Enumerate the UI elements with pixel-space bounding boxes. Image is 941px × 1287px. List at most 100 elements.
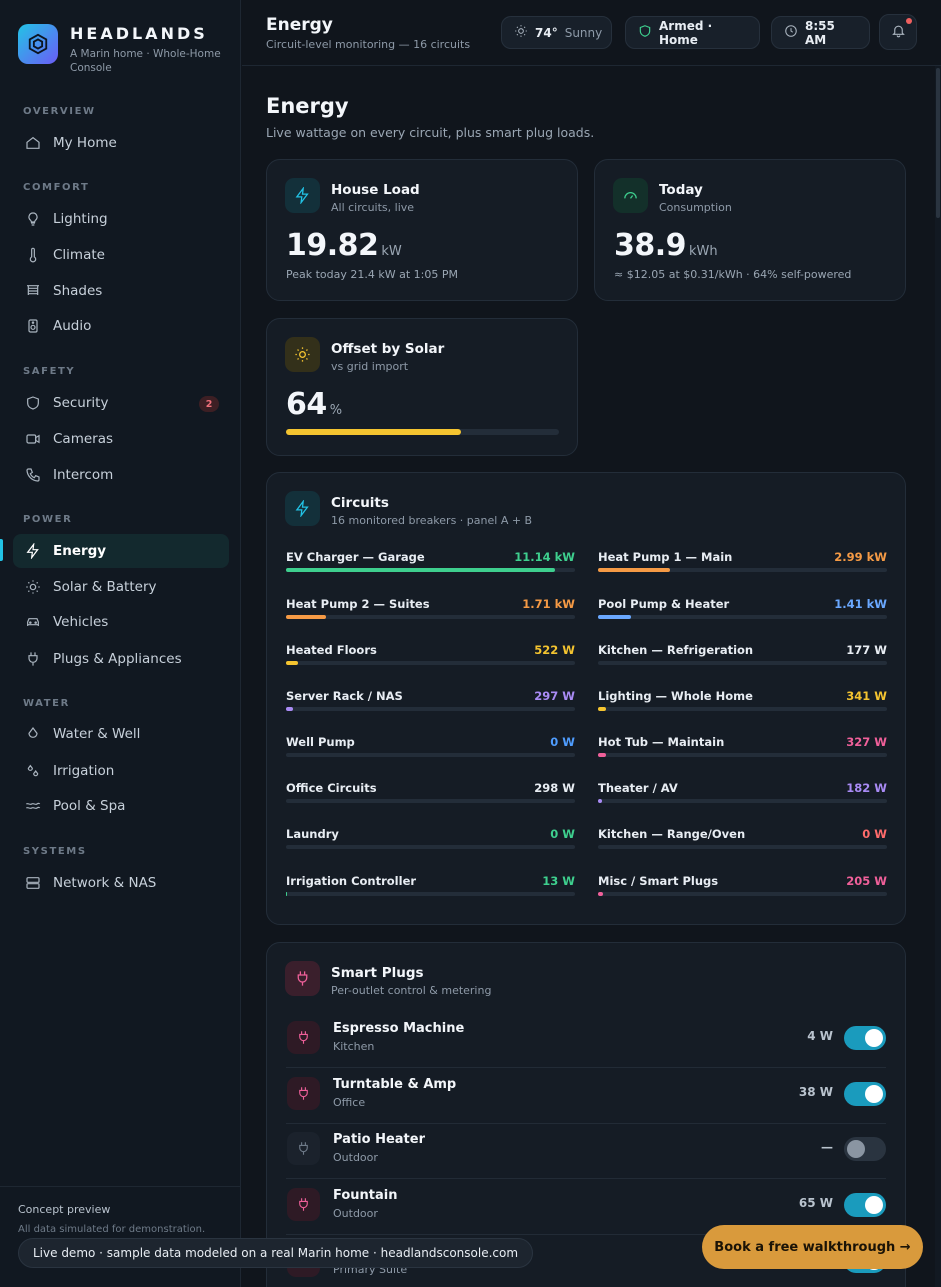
plug-power-toggle[interactable] — [844, 1137, 886, 1161]
circuit-load-bar — [598, 568, 887, 572]
today-subtitle: Consumption — [659, 201, 732, 214]
circuit-row[interactable]: Kitchen — Refrigeration 177 W — [598, 643, 887, 665]
nav-section-power: POWER — [23, 514, 73, 525]
circuit-row[interactable]: Heat Pump 2 — Suites 1.71 kW — [286, 597, 575, 619]
today-title: Today — [659, 182, 703, 198]
circuit-row[interactable]: EV Charger — Garage 11.14 kW — [286, 550, 575, 572]
circuit-row[interactable]: Irrigation Controller 13 W — [286, 874, 575, 896]
circuit-row[interactable]: Laundry 0 W — [286, 827, 575, 849]
plug-room: Outdoor — [333, 1151, 378, 1164]
circuit-name: Heated Floors — [286, 643, 377, 657]
nav-item-climate[interactable]: Climate — [13, 238, 229, 272]
alarm-status-pill[interactable]: Armed · Home — [625, 16, 760, 49]
nav-item-intercom[interactable]: Intercom — [13, 458, 229, 492]
nav-item-irrigation[interactable]: Irrigation — [13, 754, 229, 788]
solar-subtitle: vs grid import — [331, 360, 409, 373]
nav-item-water-well[interactable]: Water & Well — [13, 717, 229, 751]
circuit-name: Kitchen — Range/Oven — [598, 827, 746, 841]
plug-name: Turntable & Amp — [333, 1077, 457, 1092]
page-subtitle: Live wattage on every circuit, plus smar… — [266, 125, 595, 140]
circuit-load-bar — [598, 892, 887, 896]
circuit-row[interactable]: Heat Pump 1 — Main 2.99 kW — [598, 550, 887, 572]
plug-room: Kitchen — [333, 1040, 375, 1053]
plug-watts: 65 W — [798, 1196, 833, 1210]
smart-plug-row: Espresso Machine Kitchen 4 W — [286, 1013, 886, 1069]
row-divider — [286, 1067, 886, 1068]
circuit-load-fill — [598, 753, 606, 757]
nav-item-vehicles[interactable]: Vehicles — [13, 605, 229, 639]
circuit-load-bar — [286, 753, 575, 757]
plug-power-toggle[interactable] — [844, 1082, 886, 1106]
circuit-load-fill — [286, 568, 555, 572]
circuit-value: 1.71 kW — [522, 597, 575, 611]
circuit-row[interactable]: Kitchen — Range/Oven 0 W — [598, 827, 887, 849]
nav-item-pool-spa[interactable]: Pool & Spa — [13, 789, 229, 823]
nav-item-label: Vehicles — [53, 614, 109, 630]
notifications-button[interactable] — [879, 14, 917, 50]
nav-item-lighting[interactable]: Lighting — [13, 202, 229, 236]
bolt-icon — [285, 491, 320, 526]
plug-power-toggle[interactable] — [844, 1026, 886, 1050]
bulb-icon — [24, 210, 42, 228]
home-icon — [24, 134, 42, 152]
toggle-knob — [865, 1029, 883, 1047]
nav-item-solar-battery[interactable]: Solar & Battery — [13, 570, 229, 604]
plug-name: Espresso Machine — [333, 1021, 465, 1036]
nav-item-label: Plugs & Appliances — [53, 651, 182, 667]
circuit-load-fill — [598, 892, 603, 896]
house-load-note: Peak today 21.4 kW at 1:05 PM — [286, 268, 458, 281]
plug-icon — [287, 1132, 320, 1165]
plug-watts: 4 W — [807, 1029, 833, 1043]
circuit-row[interactable]: Heated Floors 522 W — [286, 643, 575, 665]
nav-item-audio[interactable]: Audio — [13, 309, 229, 343]
brand[interactable]: HEADLANDS A Marin home · Whole-Home Cons… — [18, 24, 230, 75]
circuit-name: Lighting — Whole Home — [598, 689, 753, 703]
circuit-value: 327 W — [846, 735, 887, 749]
circuit-row[interactable]: Server Rack / NAS 297 W — [286, 689, 575, 711]
circuit-row[interactable]: Office Circuits 298 W — [286, 781, 575, 803]
clock-time: 8:55 AM — [805, 18, 835, 47]
shades-icon — [24, 282, 42, 300]
clock-pill[interactable]: 8:55 AM — [771, 16, 870, 49]
weather-temp: 74° — [535, 25, 558, 40]
plug-room: Office — [333, 1096, 366, 1109]
nav-item-label: Intercom — [53, 467, 114, 483]
nav-item-energy[interactable]: Energy — [13, 534, 229, 568]
nav-item-security[interactable]: Security 2 — [13, 386, 229, 420]
nav-item-cameras[interactable]: Cameras — [13, 422, 229, 456]
nav-item-network-nas[interactable]: Network & NAS — [13, 866, 229, 900]
nav-item-label: Solar & Battery — [53, 579, 157, 595]
circuit-value: 1.41 kW — [834, 597, 887, 611]
circuit-row[interactable]: Pool Pump & Heater 1.41 kW — [598, 597, 887, 619]
plug-power-toggle[interactable] — [844, 1193, 886, 1217]
circuit-row[interactable]: Theater / AV 182 W — [598, 781, 887, 803]
row-divider — [286, 1234, 886, 1235]
circuit-load-fill — [598, 615, 632, 619]
security-alert-badge: 2 — [199, 396, 219, 412]
nav-item-my-home[interactable]: My Home — [13, 126, 229, 160]
circuit-row[interactable]: Lighting — Whole Home 341 W — [598, 689, 887, 711]
weather-pill[interactable]: 74° Sunny — [501, 16, 612, 49]
scrollbar-thumb[interactable] — [936, 68, 940, 218]
house-load-value: 19.82 — [286, 228, 379, 263]
row-divider — [286, 1178, 886, 1179]
circuit-load-bar — [286, 892, 575, 896]
book-walkthrough-button[interactable]: Book a free walkthrough → — [702, 1225, 923, 1269]
toggle-knob — [865, 1196, 883, 1214]
circuit-load-bar — [598, 753, 887, 757]
circuit-load-fill — [286, 892, 288, 896]
sidebar: HEADLANDS A Marin home · Whole-Home Cons… — [0, 0, 241, 1287]
circuit-value: 0 W — [550, 735, 575, 749]
sun-icon — [24, 578, 42, 596]
circuit-name: Laundry — [286, 827, 339, 841]
nav-item-shades[interactable]: Shades — [13, 274, 229, 308]
main-scrollbar[interactable] — [935, 66, 941, 1287]
circuit-row[interactable]: Misc / Smart Plugs 205 W — [598, 874, 887, 896]
circuit-row[interactable]: Hot Tub — Maintain 327 W — [598, 735, 887, 757]
circuit-row[interactable]: Well Pump 0 W — [286, 735, 575, 757]
circuit-name: Heat Pump 2 — Suites — [286, 597, 430, 611]
nav-item-plugs-appliances[interactable]: Plugs & Appliances — [13, 642, 229, 676]
circuit-value: 341 W — [846, 689, 887, 703]
smart-plug-row: Turntable & Amp Office 38 W — [286, 1069, 886, 1125]
demo-toast: Live demo · sample data modeled on a rea… — [18, 1238, 534, 1268]
